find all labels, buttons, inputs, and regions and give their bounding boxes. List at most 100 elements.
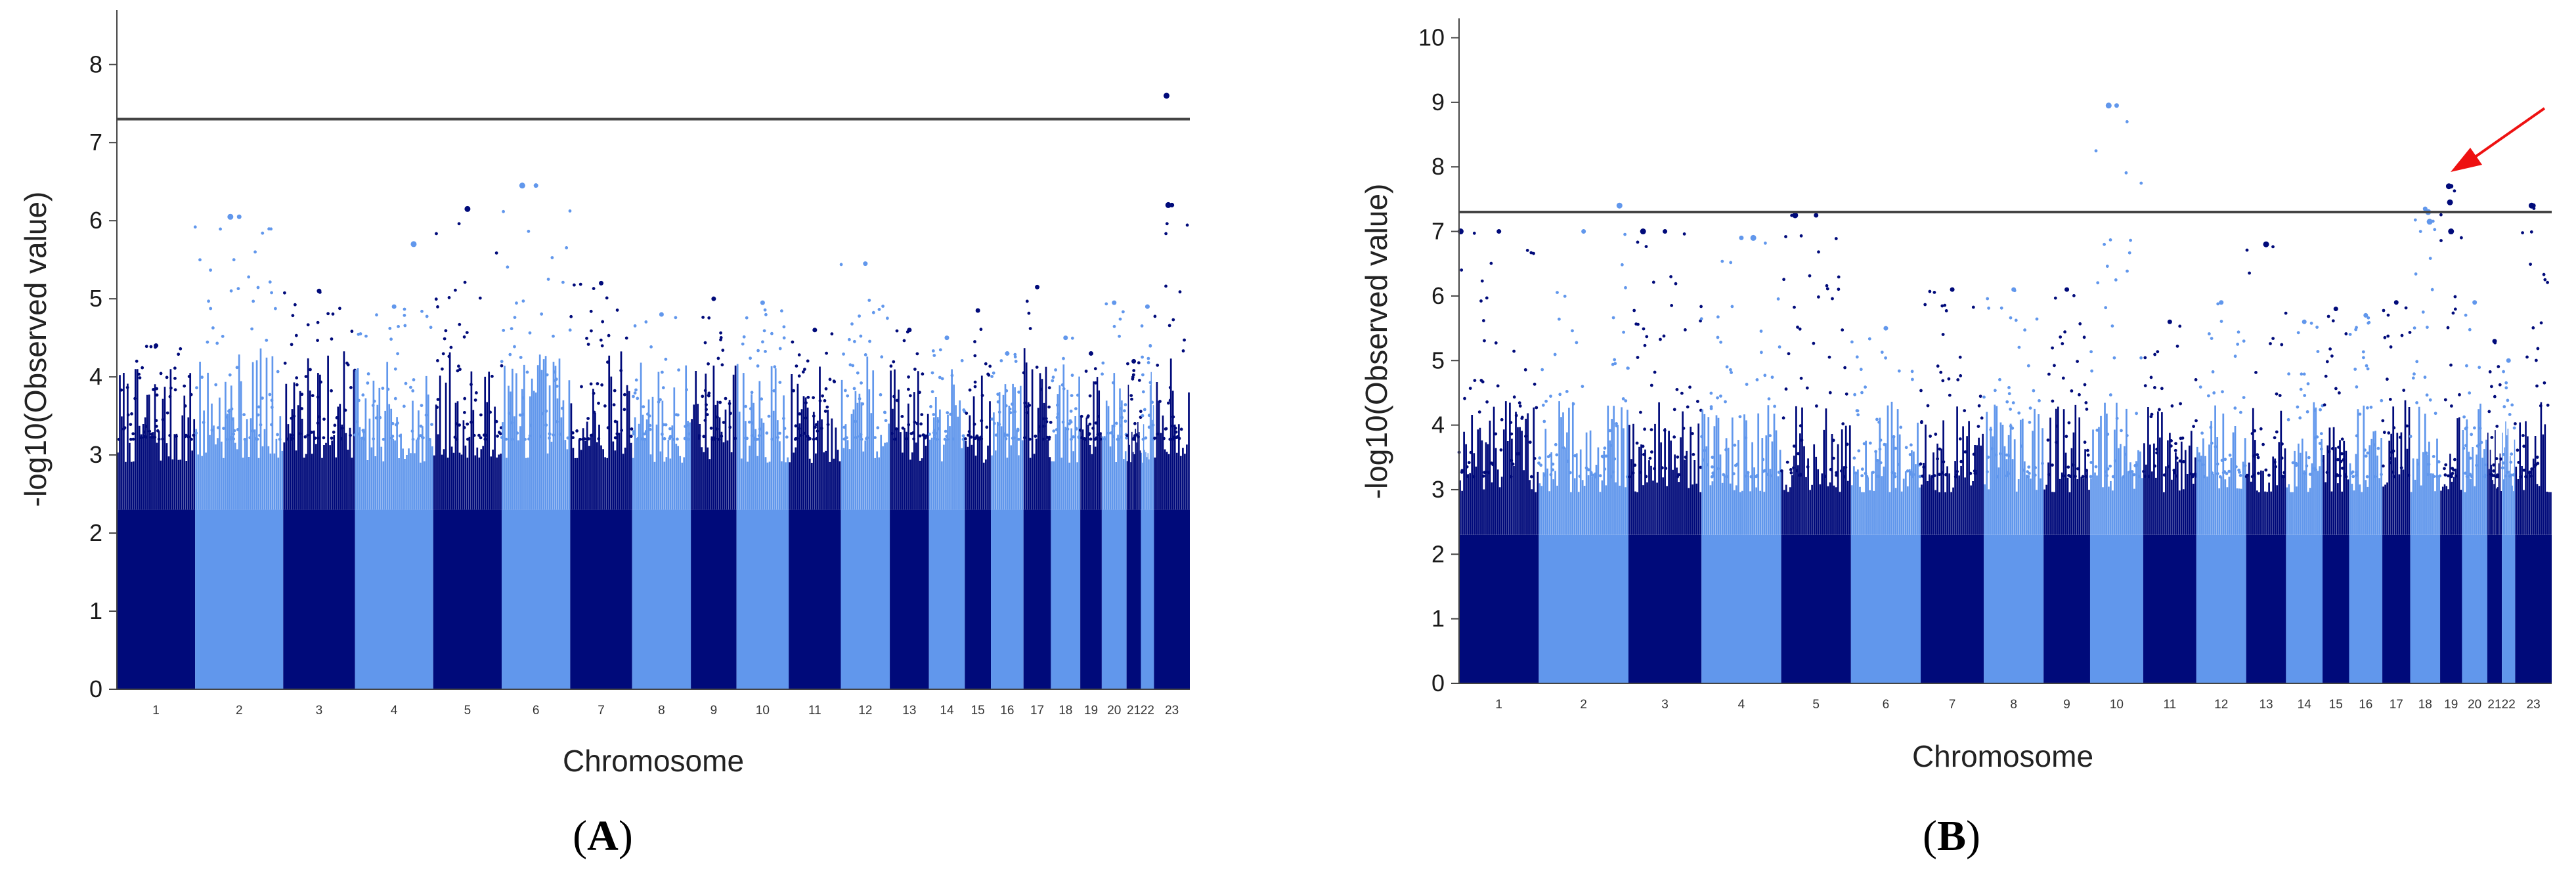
chromosome-21-peak-point [1131,358,1137,364]
chromosome-9-points [691,296,737,689]
chromosome-15-points [2323,307,2349,683]
chromosome-21-dense-band [1126,509,1141,689]
chromosome-6-signal [502,354,571,510]
chromosome-tick-label: 14 [940,704,954,717]
chromosome-14-points [928,335,967,689]
chromosome-14-dense-band [2286,534,2323,683]
highlight-point [1750,234,1757,241]
chromosome-5-dense-band [1781,534,1851,683]
chromosome-18-points [1051,335,1081,689]
chromosome-17-points [2381,300,2412,683]
chromosome-18-points [2409,206,2442,683]
panel-a-letter: A [587,812,619,860]
chromosome-tick-label: 4 [391,704,398,717]
chromosome-17-signal [1023,348,1051,510]
y-tick-label: 10 [1418,24,1445,51]
chromosome-15-signal [2323,427,2349,535]
chromosome-20-dense-band [2462,534,2487,683]
chromosome-tick-label: 16 [1000,704,1014,717]
chromosome-tick-label: 8 [2010,698,2017,712]
y-tick-label: 2 [89,519,102,546]
chromosome-16-upper-points [2348,316,2384,479]
chromosome-15-points [964,308,992,689]
chromosome-7-peak-point [599,280,604,286]
chromosome-14-signal [928,369,965,510]
chromosome-16-upper-points [990,353,1020,441]
chromosome-18-peak-point [1063,335,1068,341]
chromosome-10-signal [2090,402,2143,535]
chromosome-22-signal [1141,372,1154,510]
highlight-point [2105,102,2112,109]
chromosome-9-peak-point [2064,287,2070,292]
chromosome-16-dense-band [2349,534,2383,683]
chromosome-7-dense-band [1921,534,1984,683]
chromosome-11-dense-band [2143,534,2196,683]
highlight-point [1792,212,1799,219]
chromosome-4-signal [1701,405,1781,535]
y-tick-label: 3 [89,441,102,468]
chromosome-tick-label: 9 [710,704,718,717]
chromosome-3-peak-point [1663,229,1668,234]
chromosome-1-upper-points [117,345,196,441]
chromosome-1-points [117,343,196,689]
chromosome-5-upper-points [434,222,504,441]
chromosome-20-signal [1102,373,1127,510]
chromosome-tick-label: 8 [658,704,665,717]
chromosome-tick-label: 18 [2418,698,2432,712]
chromosome-4-signal [355,362,433,510]
chromosome-19-upper-points [1078,367,1102,441]
chromosome-1-dense-band [117,509,196,689]
chromosome-12-points [839,261,890,689]
chromosome-20-peak-point [1112,300,1117,305]
chromosome-12-upper-points [839,263,889,441]
chromosome-tick-label: 12 [2214,698,2228,712]
chromosome-2-upper-points [1537,232,1630,479]
panel-b-y-axis: 0 1 2 3 4 5 6 7 8 9 10 [1418,18,1460,696]
chromosome-21-signal [2487,430,2502,535]
chromosome-tick-label: 20 [2468,698,2481,712]
chromosome-2-peak-point [236,214,242,219]
chromosome-8-upper-points [1982,289,2044,479]
chromosome-17-points [1022,284,1053,689]
chromosome-tick-label: 7 [1949,698,1956,712]
chromosome-11-dense-band [789,509,841,689]
chromosome-21-upper-points [1125,361,1143,441]
chromosome-12-upper-points [2198,302,2247,479]
chromosome-1-peak-point [154,343,159,349]
chromosome-8-peak-point [659,312,664,317]
chromosome-tick-label: 9 [2063,698,2070,712]
chromosome-22-points [2500,358,2516,683]
chromosome-20-dense-band [1101,509,1127,689]
chromosome-tick-label: 10 [2110,698,2124,712]
chromosome-2-points [193,214,284,689]
chromosome-3-dense-band [283,509,355,689]
y-tick-label: 7 [89,129,102,156]
chromosome-5-dense-band [433,509,502,689]
chromosome-23-points [1153,202,1190,689]
chromosome-23-signal [2515,402,2552,535]
chromosome-15-dense-band [2323,534,2349,683]
chromosome-10-peak-point [2114,103,2119,108]
chromosome-tick-label: 14 [2298,698,2312,712]
chromosome-4-dense-band [1701,534,1781,683]
panel-a-y-axis-title: -log10(Observed value) [18,192,53,507]
chromosome-11-peak-point [812,328,818,333]
chromosome-tick-label: 4 [1738,698,1745,712]
chromosome-15-dense-band [965,509,992,689]
y-tick-label: 5 [89,285,102,312]
panel-b-manhattan-plot: 1 2 3 4 5 6 7 8 9 10 11 12 13 14 15 16 17 18 19 20 21 22 23 01… [1359,18,2552,860]
chromosome-16-points [2348,312,2384,683]
panel-b-label: (B) [1923,812,1980,860]
chromosome-tick-label: 1 [1495,698,1502,712]
chromosome-8-dense-band [1984,534,2044,683]
chromosome-tick-label: 2 [236,704,243,717]
panel-a-y-axis: 0 1 2 3 4 5 6 7 8 [89,10,118,702]
chromosome-12-peak-point [863,261,868,267]
chromosome-5-points [1780,213,1851,683]
y-tick-label: 9 [1431,89,1445,116]
panel-a-manhattan-plot: 1 2 3 4 5 6 7 8 9 10 11 12 13 14 15 16 17 18 19 20 21 22 23 01… [18,10,1190,860]
chromosome-21-dense-band [2487,534,2502,683]
chromosome-14-peak-point [2302,319,2307,324]
highlight-point [464,205,471,212]
chromosome-12-points [2196,300,2247,683]
